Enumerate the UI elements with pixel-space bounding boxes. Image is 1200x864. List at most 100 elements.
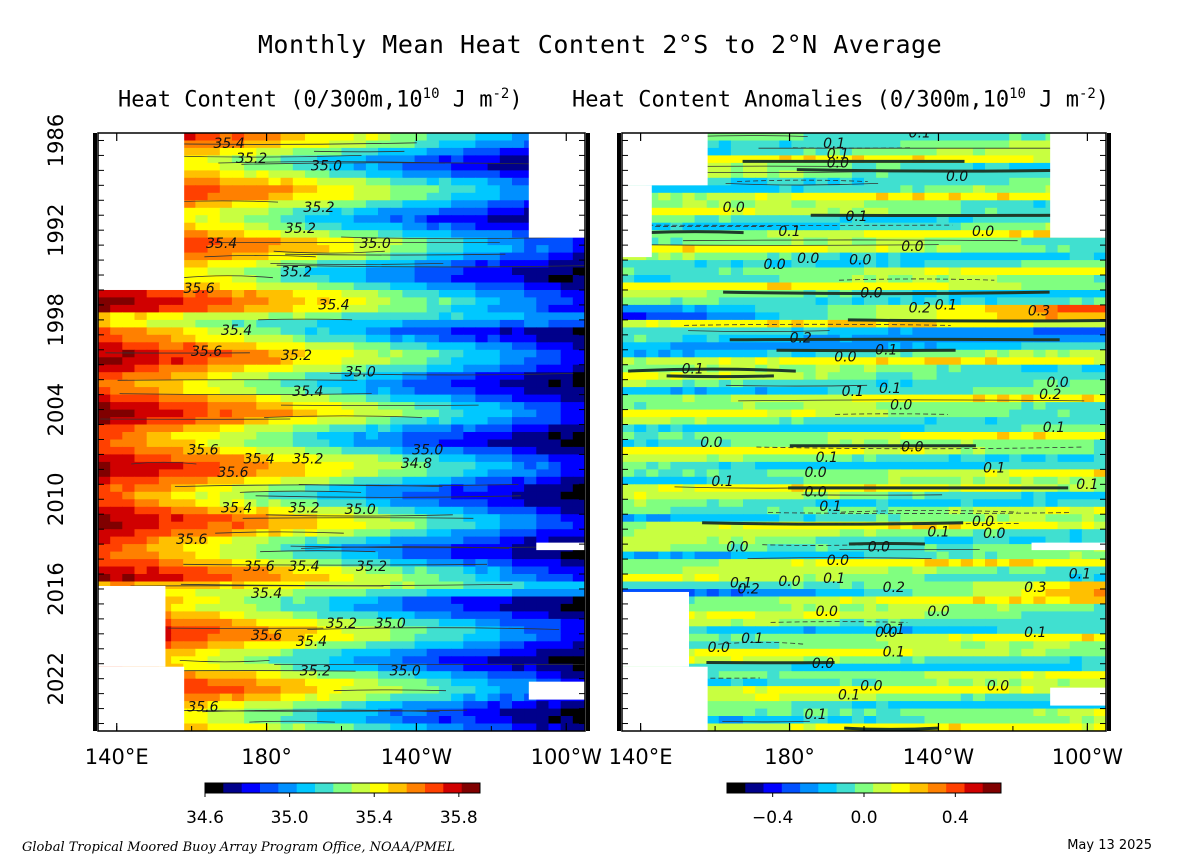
heatmap-cell bbox=[839, 275, 853, 284]
heatmap-cell bbox=[572, 514, 585, 523]
contour-line bbox=[333, 689, 447, 692]
heatmap-cell bbox=[791, 215, 805, 224]
heatmap-cell bbox=[475, 596, 489, 605]
heatmap-cell bbox=[231, 297, 245, 306]
heatmap-cell bbox=[98, 364, 111, 373]
heatmap-cell bbox=[1021, 327, 1034, 336]
heatmap-cell bbox=[839, 170, 853, 179]
heatmap-cell bbox=[244, 342, 257, 351]
heatmap-cell bbox=[1057, 319, 1071, 328]
heatmap-cell bbox=[972, 222, 986, 231]
heatmap-cell bbox=[207, 559, 221, 568]
heatmap-cell bbox=[512, 342, 525, 351]
heatmap-cell bbox=[475, 491, 489, 500]
heatmap-cell bbox=[451, 364, 464, 373]
heatmap-cell bbox=[134, 574, 148, 583]
heatmap-cell bbox=[487, 454, 501, 463]
heatmap-cell bbox=[378, 140, 391, 149]
heatmap-cell bbox=[451, 424, 464, 433]
heatmap-cell bbox=[730, 170, 744, 179]
heatmap-cell bbox=[353, 454, 367, 463]
heatmap-cell bbox=[280, 454, 294, 463]
heatmap-cell bbox=[280, 252, 294, 261]
heatmap-cell bbox=[463, 536, 477, 545]
heatmap-cell bbox=[195, 432, 209, 441]
heatmap-cell bbox=[414, 409, 428, 418]
heatmap-cell bbox=[134, 304, 148, 313]
heatmap-cell bbox=[353, 133, 367, 142]
heatmap-cell bbox=[487, 708, 501, 717]
heatmap-cell bbox=[353, 566, 367, 575]
heatmap-cell bbox=[960, 252, 974, 261]
heatmap-cell bbox=[463, 656, 477, 665]
heatmap-cell bbox=[110, 290, 123, 299]
heatmap-cell bbox=[134, 469, 148, 478]
heatmap-cell bbox=[634, 327, 647, 336]
heatmap-cell bbox=[402, 536, 416, 545]
right-title-close: ) bbox=[1095, 87, 1110, 113]
heatmap-cell bbox=[378, 708, 391, 717]
heatmap-cell bbox=[487, 678, 501, 687]
heatmap-cell bbox=[755, 215, 768, 224]
heatmap-cell bbox=[426, 334, 440, 343]
heatmap-cell bbox=[815, 200, 829, 209]
heatmap-cell bbox=[524, 424, 537, 433]
heatmap-cell bbox=[122, 461, 136, 470]
heatmap-cell bbox=[390, 544, 403, 553]
heatmap-cell bbox=[171, 349, 184, 358]
heatmap-cell bbox=[183, 185, 196, 194]
heatmap-cell bbox=[572, 611, 585, 620]
heatmap-cell bbox=[487, 596, 501, 605]
heatmap-cell bbox=[463, 394, 477, 403]
heatmap-cell bbox=[499, 260, 513, 269]
heatmap-cell bbox=[268, 192, 282, 201]
heatmap-cell bbox=[353, 319, 367, 328]
heatmap-cell bbox=[292, 290, 306, 299]
heatmap-cell bbox=[317, 162, 330, 171]
heatmap-cell bbox=[329, 319, 343, 328]
heatmap-cell bbox=[146, 476, 160, 485]
heatmap-cell bbox=[402, 394, 416, 403]
heatmap-cell bbox=[888, 417, 901, 426]
heatmap-cell bbox=[183, 514, 196, 523]
heatmap-cell bbox=[791, 409, 805, 418]
heatmap-cell bbox=[634, 372, 647, 381]
heatmap-cell bbox=[634, 387, 647, 396]
heatmap-cell bbox=[207, 633, 221, 642]
heatmap-cell bbox=[475, 185, 489, 194]
heatmap-cell bbox=[1069, 245, 1083, 254]
heatmap-cell bbox=[827, 133, 841, 142]
heatmap-cell bbox=[851, 394, 865, 403]
heatmap-cell bbox=[499, 686, 513, 695]
heatmap-cell bbox=[718, 162, 732, 171]
heatmap-cell bbox=[900, 260, 913, 269]
heatmap-cell bbox=[305, 618, 318, 627]
heatmap-cell bbox=[268, 245, 282, 254]
heatmap-cell bbox=[292, 686, 306, 695]
heatmap-cell bbox=[463, 618, 477, 627]
heatmap-cell bbox=[305, 349, 318, 358]
heatmap-cell bbox=[292, 641, 306, 650]
heatmap-cell bbox=[815, 357, 829, 366]
heatmap-cell bbox=[815, 192, 829, 201]
heatmap-cell bbox=[438, 446, 452, 455]
heatmap-cell bbox=[426, 701, 440, 710]
heatmap-cell bbox=[767, 230, 780, 239]
heatmap-cell bbox=[658, 312, 671, 321]
heatmap-cell bbox=[548, 723, 562, 731]
heatmap-cell bbox=[341, 267, 355, 276]
heatmap-cell bbox=[560, 245, 574, 254]
heatmap-cell bbox=[219, 260, 233, 269]
heatmap-cell bbox=[936, 372, 950, 381]
heatmap-cell bbox=[414, 559, 428, 568]
heatmap-cell bbox=[536, 716, 550, 725]
heatmap-cell bbox=[451, 454, 464, 463]
heatmap-cell bbox=[195, 155, 209, 164]
heatmap-cell bbox=[730, 252, 744, 261]
heatmap-cell bbox=[1045, 237, 1059, 246]
heatmap-cell bbox=[743, 282, 756, 291]
heatmap-cell bbox=[219, 611, 233, 620]
heatmap-cell bbox=[438, 491, 452, 500]
contour-line bbox=[215, 531, 344, 534]
heatmap-cell bbox=[146, 544, 160, 553]
